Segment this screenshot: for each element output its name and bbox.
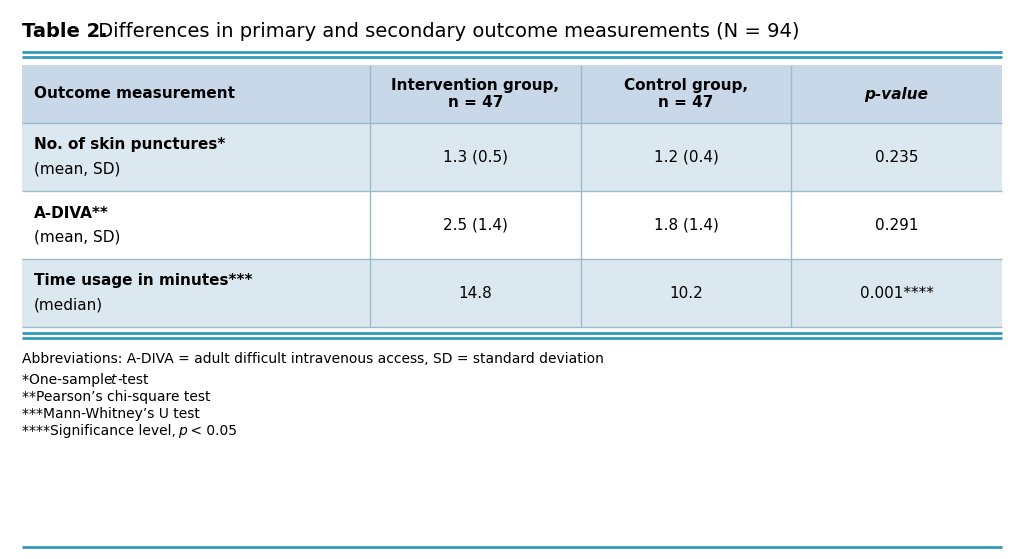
Text: t: t: [110, 373, 116, 387]
Text: p: p: [178, 424, 186, 438]
Bar: [22, 191, 1002, 259]
Text: *One-sample: *One-sample: [22, 373, 117, 387]
Bar: [22, 259, 1002, 327]
Text: 0.235: 0.235: [874, 149, 919, 164]
Text: 0.001****: 0.001****: [860, 286, 934, 301]
Text: p-value: p-value: [864, 87, 929, 102]
Text: ****Significance level,: ****Significance level,: [22, 424, 180, 438]
Text: No. of skin punctures*: No. of skin punctures*: [34, 138, 225, 153]
Text: 1.3 (0.5): 1.3 (0.5): [442, 149, 508, 164]
Text: 1.2 (0.4): 1.2 (0.4): [653, 149, 719, 164]
Text: (mean, SD): (mean, SD): [34, 162, 121, 177]
Bar: [22, 65, 1002, 123]
Text: 1.8 (1.4): 1.8 (1.4): [653, 217, 719, 233]
Text: **Pearson’s chi-square test: **Pearson’s chi-square test: [22, 390, 211, 404]
Text: < 0.05: < 0.05: [186, 424, 237, 438]
Text: (median): (median): [34, 297, 103, 312]
Text: 2.5 (1.4): 2.5 (1.4): [442, 217, 508, 233]
Text: ***Mann-Whitney’s U test: ***Mann-Whitney’s U test: [22, 407, 200, 421]
Text: Outcome measurement: Outcome measurement: [34, 87, 234, 102]
Text: Differences in primary and secondary outcome measurements (N = 94): Differences in primary and secondary out…: [92, 22, 800, 41]
Text: Time usage in minutes***: Time usage in minutes***: [34, 273, 253, 288]
Text: 14.8: 14.8: [459, 286, 493, 301]
Text: Intervention group,
n = 47: Intervention group, n = 47: [391, 78, 559, 110]
Text: -test: -test: [117, 373, 148, 387]
Text: 10.2: 10.2: [669, 286, 702, 301]
Text: Table 2.: Table 2.: [22, 22, 108, 41]
Bar: [22, 123, 1002, 191]
Text: Control group,
n = 47: Control group, n = 47: [624, 78, 748, 110]
Text: Abbreviations: A-DIVA = adult difficult intravenous access, SD = standard deviat: Abbreviations: A-DIVA = adult difficult …: [22, 352, 604, 366]
Text: (mean, SD): (mean, SD): [34, 230, 121, 244]
Text: A-DIVA**: A-DIVA**: [34, 206, 109, 220]
Text: 0.291: 0.291: [874, 217, 919, 233]
